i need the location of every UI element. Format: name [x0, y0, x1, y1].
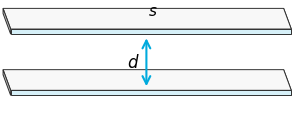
Polygon shape — [284, 8, 291, 34]
Polygon shape — [3, 70, 291, 90]
Polygon shape — [3, 8, 291, 29]
Polygon shape — [3, 8, 11, 34]
Polygon shape — [11, 29, 291, 34]
Polygon shape — [3, 70, 11, 95]
Polygon shape — [284, 70, 291, 95]
Text: d: d — [127, 54, 138, 72]
Text: s: s — [149, 4, 156, 19]
Polygon shape — [11, 90, 291, 95]
